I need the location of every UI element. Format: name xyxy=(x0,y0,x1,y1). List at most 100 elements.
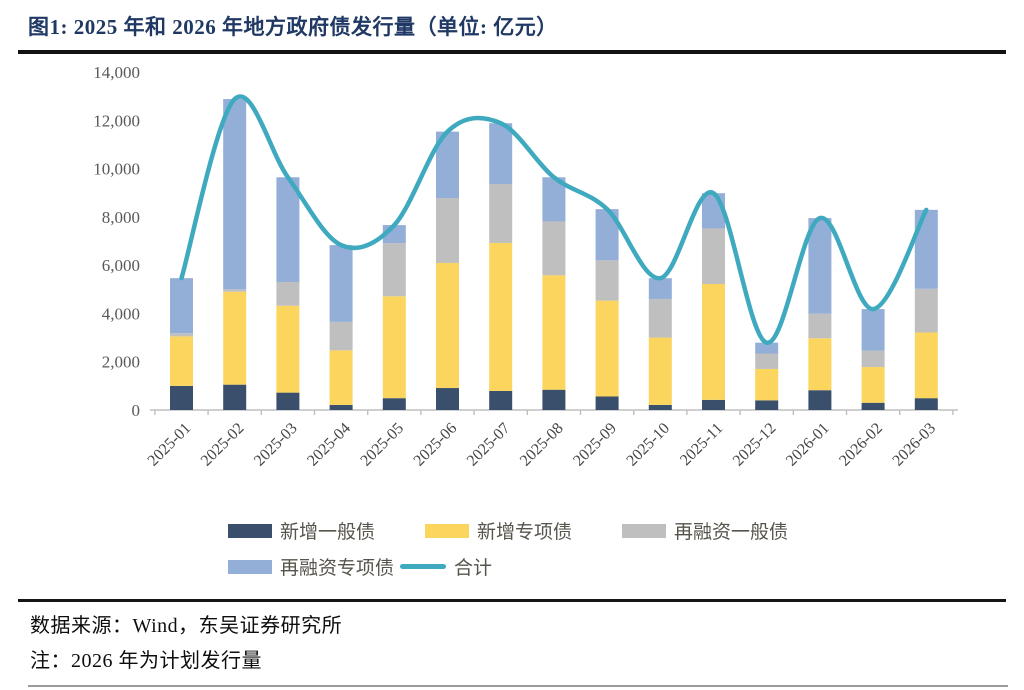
bar-segment xyxy=(276,282,300,306)
bar-segment xyxy=(648,337,672,405)
legend-label: 再融资一般债 xyxy=(674,522,789,543)
y-axis-tick-label: 12,000 xyxy=(93,111,140,130)
bar-segment xyxy=(542,275,566,390)
bar-segment xyxy=(329,321,353,351)
new-general-bond-swatch xyxy=(228,523,272,538)
x-axis-category-label: 2025-08 xyxy=(517,420,567,470)
bar-segment xyxy=(861,402,885,410)
bar-segment xyxy=(329,245,353,322)
x-axis-category-label: 2025-07 xyxy=(464,420,514,470)
bar-segment xyxy=(808,338,832,391)
y-axis-tick-label: 4,000 xyxy=(102,304,140,323)
bar-segment xyxy=(595,260,619,301)
bar-segment xyxy=(755,342,779,354)
x-axis-category-label: 2026-02 xyxy=(836,420,886,470)
bar-segment xyxy=(276,305,300,393)
y-axis-tick-label: 2,000 xyxy=(102,353,140,372)
legend-item-new-general: 新增一般债 xyxy=(228,517,375,544)
total-line-swatch xyxy=(400,564,447,569)
bar-segment xyxy=(914,288,938,333)
bar-segment xyxy=(223,384,247,410)
y-axis-tick-label: 14,000 xyxy=(93,63,140,82)
bar-segment xyxy=(382,243,406,297)
bar-segment xyxy=(808,390,832,410)
bar-segment xyxy=(861,367,885,403)
bar-segment xyxy=(755,368,779,401)
title-divider xyxy=(18,50,1006,54)
bar-segment xyxy=(329,350,353,405)
bar-segment xyxy=(276,392,300,410)
legend-label: 再融资专项债 xyxy=(280,558,395,579)
bar-segment xyxy=(436,131,459,199)
legend-row-2: 再融资专项债 合计 xyxy=(228,553,838,580)
bar-segment xyxy=(595,209,619,261)
bar-segment xyxy=(170,385,193,410)
refinancing-general-bond-swatch xyxy=(622,523,667,538)
y-axis-tick-label: 10,000 xyxy=(93,160,140,179)
y-axis-tick-label: 6,000 xyxy=(102,256,140,275)
bar-segment xyxy=(223,289,247,292)
x-axis-category-label: 2025-01 xyxy=(145,420,195,470)
bar-segment xyxy=(489,123,513,185)
x-axis-category-label: 2025-05 xyxy=(357,420,407,470)
bar-segment xyxy=(170,333,193,337)
bar-segment xyxy=(382,398,406,410)
x-axis-category-label: 2025-03 xyxy=(251,420,301,470)
bar-segment xyxy=(648,404,672,410)
bar-segment xyxy=(329,404,353,410)
bar-segment xyxy=(648,278,672,299)
bar-segment xyxy=(702,283,725,400)
x-axis-category-label: 2026-01 xyxy=(783,420,833,470)
bar-segment xyxy=(914,209,938,289)
bar-segment xyxy=(436,262,459,389)
legend-label: 新增专项债 xyxy=(477,522,573,543)
bar-segment xyxy=(702,228,725,284)
x-axis-category-label: 2025-06 xyxy=(411,420,461,470)
legend-item-new-special: 新增专项债 xyxy=(425,517,572,544)
bar-segment xyxy=(542,221,566,276)
bar-segment xyxy=(595,396,619,410)
bar-segment xyxy=(808,313,832,339)
x-axis-category-label: 2025-11 xyxy=(677,420,726,469)
bond-issuance-chart: 0 2,000 4,000 6,000 8,000 10,000 12,000 14,000 2… xyxy=(93,63,958,470)
legend-item-total: 合计 xyxy=(400,553,492,580)
legend-row-1: 新增一般债 新增专项债 再融资一般债 xyxy=(228,517,838,544)
bar-segment xyxy=(276,177,300,283)
bar-segment xyxy=(808,218,832,314)
legend-label: 合计 xyxy=(454,558,493,579)
bottom-divider xyxy=(28,685,1008,687)
bar-segment xyxy=(489,184,513,243)
bar-segment xyxy=(382,296,406,399)
bar-segment xyxy=(861,350,885,368)
bar-segment xyxy=(489,390,513,410)
x-axis-category-label: 2025-04 xyxy=(304,420,354,470)
y-axis-tick-label: 8,000 xyxy=(102,208,140,227)
x-axis-category-label: 2026-03 xyxy=(889,420,939,470)
x-axis-category-label: 2025-09 xyxy=(570,420,620,470)
x-axis-category-label: 2025-12 xyxy=(730,420,780,470)
y-axis-tick-label: 0 xyxy=(132,401,141,420)
chart-legend: 新增一般债 新增专项债 再融资一般债 再融资专项债 合计 xyxy=(228,517,838,589)
bar-segment xyxy=(755,400,779,410)
bar-segment xyxy=(914,398,938,410)
x-axis-category-label: 2025-02 xyxy=(198,420,248,470)
bar-segment xyxy=(223,291,247,385)
bar-segment xyxy=(489,242,513,391)
legend-item-refi-special: 再融资专项债 xyxy=(228,553,394,580)
bar-segment xyxy=(861,309,885,351)
bar-segment xyxy=(648,298,672,338)
bar-segment xyxy=(542,389,566,410)
x-axis-category-label: 2025-10 xyxy=(623,420,673,470)
data-source: 数据来源：Wind，东吴证券研究所 xyxy=(30,615,343,637)
bar-segment xyxy=(170,278,193,334)
bar-segment xyxy=(595,300,619,397)
bar-segment xyxy=(755,353,779,369)
legend-item-refi-general: 再融资一般债 xyxy=(622,517,788,544)
refinancing-special-bond-swatch xyxy=(228,559,272,574)
bar-segment xyxy=(436,198,459,263)
bar-segment xyxy=(436,388,459,410)
bar-segment xyxy=(542,177,566,222)
footnote: 注：2026 年为计划发行量 xyxy=(30,650,262,672)
footer-divider xyxy=(18,599,1006,602)
